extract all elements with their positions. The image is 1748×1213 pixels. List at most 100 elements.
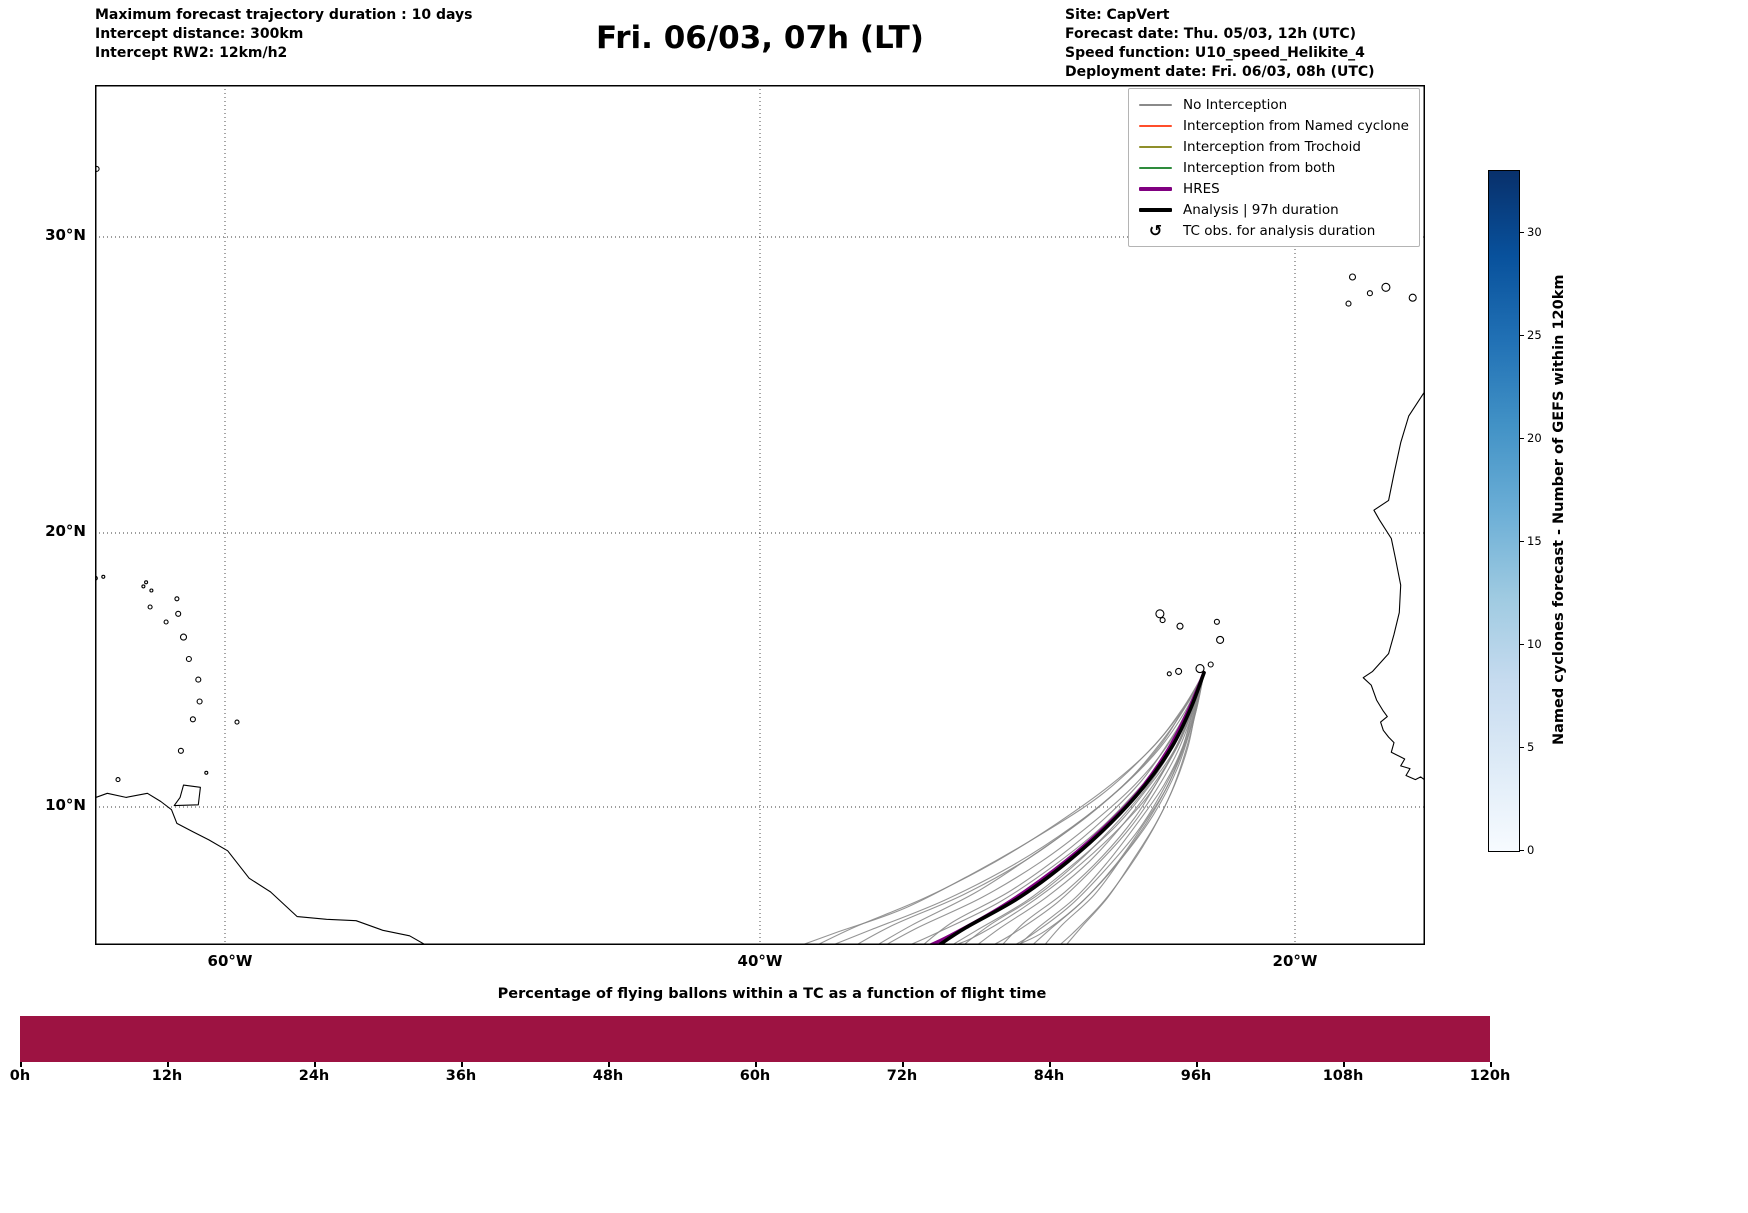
- legend-label: HRES: [1183, 180, 1220, 197]
- coastline-africa-west-coast: [1362, 390, 1425, 781]
- trajectory-hres: [926, 671, 1206, 945]
- flight-axis-tickmark: [1343, 1062, 1345, 1067]
- island-outline: [163, 619, 169, 625]
- flight-bar-title: Percentage of flying ballons within a TC…: [497, 986, 1047, 1002]
- coastline-trinidad: [173, 784, 201, 807]
- flight-axis-tick-label: 36h: [445, 1068, 477, 1084]
- island-outline: [1176, 622, 1184, 630]
- lat-tick-label: 20°N: [45, 522, 86, 540]
- trajectory-gefs-member: [1013, 672, 1205, 945]
- flight-axis-tickmark: [1049, 1062, 1051, 1067]
- legend-label: Analysis | 97h duration: [1183, 201, 1339, 218]
- flight-axis-tickmark: [1490, 1062, 1492, 1067]
- island-outline: [177, 747, 184, 754]
- colorbar-label: Named cyclones forecast - Number of GEFS…: [1551, 274, 1567, 746]
- lon-tick-label: 20°W: [1272, 952, 1318, 970]
- trajectory-gefs-member: [815, 672, 1205, 945]
- colorbar-tickmark: [1519, 335, 1524, 336]
- trajectory-map-canvas: [95, 85, 1425, 945]
- legend-item: ↺ TC obs. for analysis duration: [1139, 220, 1409, 241]
- trajectory-gefs-member: [1015, 672, 1205, 945]
- island-outline: [1207, 661, 1214, 668]
- island-outline: [147, 604, 153, 610]
- flight-axis-tickmark: [755, 1062, 757, 1067]
- flight-axis-tickmark: [461, 1062, 463, 1067]
- map-legend: No Interception Interception from Named c…: [1128, 88, 1420, 247]
- flight-axis-tick-label: 120h: [1469, 1068, 1511, 1084]
- forecast-param-line: Intercept RW2: 12km/h2: [95, 45, 288, 61]
- flight-axis-tickmark: [1196, 1062, 1198, 1067]
- trajectory-gefs-member: [951, 672, 1205, 945]
- trajectory-gefs-member: [1043, 672, 1205, 945]
- flight-axis-tickmark: [20, 1062, 22, 1067]
- island-outline: [1381, 282, 1391, 292]
- island-outline: [195, 676, 202, 683]
- island-outline: [1195, 664, 1205, 674]
- flight-axis-tick-label: 72h: [886, 1068, 918, 1084]
- flight-axis-tickmark: [608, 1062, 610, 1067]
- flight-axis-tickmark: [167, 1062, 169, 1067]
- trajectory-gefs-member: [1018, 672, 1205, 945]
- colorbar-tickmark: [1519, 232, 1524, 233]
- flight-axis-tick-label: 12h: [151, 1068, 183, 1084]
- map-frame: [95, 85, 1425, 945]
- legend-line-swatch: [1139, 124, 1173, 127]
- flight-axis-tick-label: 60h: [739, 1068, 771, 1084]
- trajectory-gefs-member: [855, 672, 1205, 945]
- legend-item: Interception from both: [1139, 157, 1409, 178]
- colorbar-tick-label: 25: [1527, 328, 1542, 342]
- trajectory-gefs-member: [1031, 672, 1205, 945]
- trajectory-gefs-member: [908, 672, 1205, 945]
- colorbar-tick-label: 0: [1527, 843, 1535, 857]
- colorbar-tick-label: 5: [1527, 740, 1535, 754]
- legend-item: Analysis | 97h duration: [1139, 199, 1409, 220]
- trajectory-gefs-member: [953, 672, 1205, 945]
- flight-axis-tick-label: 0h: [9, 1068, 31, 1084]
- legend-label: TC obs. for analysis duration: [1183, 222, 1376, 239]
- legend-label: Interception from Trochoid: [1183, 138, 1361, 155]
- island-outline: [234, 719, 240, 725]
- island-outline: [196, 698, 203, 705]
- coastline-south-america-coast: [95, 792, 427, 945]
- island-outline: [1408, 293, 1417, 302]
- island-outline: [175, 610, 182, 617]
- trajectory-gefs-member: [1065, 672, 1205, 945]
- island-outline: [179, 633, 188, 641]
- site-info: Site: CapVert Forecast date: Thu. 05/03,…: [1065, 6, 1375, 82]
- site-info-line: Deployment date: Fri. 06/03, 08h (UTC): [1065, 64, 1375, 80]
- forecast-param-line: Maximum forecast trajectory duration : 1…: [95, 7, 473, 23]
- forecast-param-line: Intercept distance: 300km: [95, 26, 304, 42]
- island-outline: [1166, 671, 1172, 677]
- legend-line-swatch: [1139, 166, 1173, 169]
- island-outline: [1175, 667, 1183, 675]
- legend-label: Interception from Named cyclone: [1183, 117, 1409, 134]
- legend-label: Interception from both: [1183, 159, 1336, 176]
- legend-item: No Interception: [1139, 94, 1409, 115]
- flight-axis-tickmark: [314, 1062, 316, 1067]
- tc-obs-icon: ↺: [1148, 220, 1163, 240]
- island-outline: [1345, 300, 1352, 307]
- island-outline: [141, 584, 146, 589]
- legend-item: Interception from Trochoid: [1139, 136, 1409, 157]
- legend-item: HRES: [1139, 178, 1409, 199]
- island-outline: [189, 716, 196, 723]
- legend-label: No Interception: [1183, 96, 1288, 113]
- legend-item: Interception from Named cyclone: [1139, 115, 1409, 136]
- trajectory-gefs-member: [876, 672, 1205, 945]
- colorbar-tick-label: 30: [1527, 225, 1542, 239]
- figure-title: Fri. 06/03, 07h (LT): [596, 20, 924, 56]
- island-outline: [185, 655, 192, 663]
- trajectory-map: No Interception Interception from Named c…: [95, 85, 1425, 945]
- colorbar-tick-label: 20: [1527, 431, 1542, 445]
- island-outline: [95, 165, 100, 172]
- colorbar: [1488, 170, 1520, 852]
- trajectory-gefs-member: [922, 672, 1205, 945]
- site-info-line: Forecast date: Thu. 05/03, 12h (UTC): [1065, 26, 1357, 42]
- legend-line-swatch: [1139, 186, 1173, 191]
- trajectory-gefs-member: [831, 672, 1205, 945]
- trajectory-gefs-member: [1058, 672, 1205, 945]
- lon-tick-label: 60°W: [207, 952, 253, 970]
- colorbar-tick-label: 15: [1527, 534, 1542, 548]
- legend-line-swatch: [1139, 207, 1173, 212]
